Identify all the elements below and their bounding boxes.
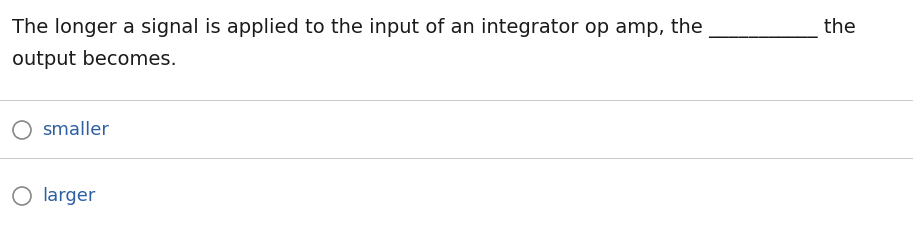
Text: smaller: smaller — [42, 121, 109, 139]
Text: larger: larger — [42, 187, 95, 205]
Text: output becomes.: output becomes. — [12, 50, 177, 69]
Text: The longer a signal is applied to the input of an integrator op amp, the _______: The longer a signal is applied to the in… — [12, 18, 855, 38]
